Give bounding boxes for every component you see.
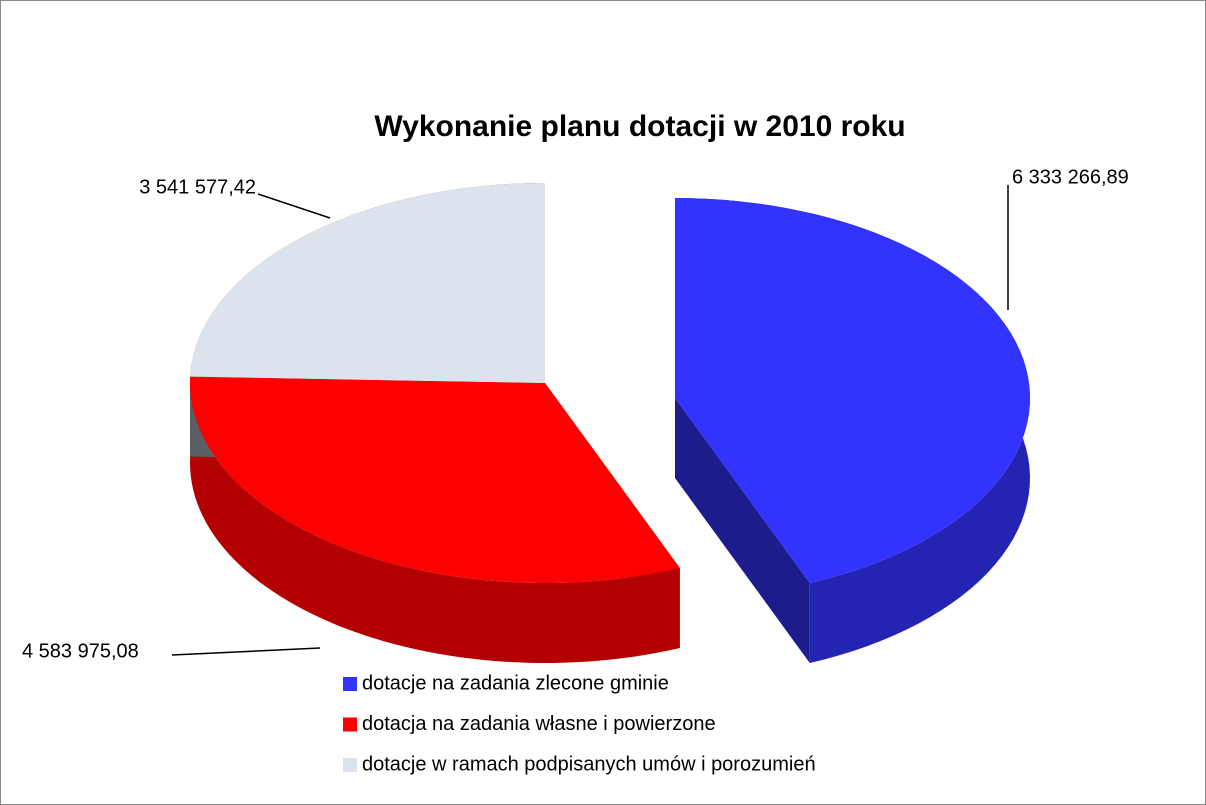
leader-line (171, 647, 321, 656)
data-label: 3 541 577,42 (139, 176, 256, 198)
data-label: 6 333 266,89 (1012, 166, 1129, 188)
legend-label: dotacje w ramach podpisanych umów i poro… (362, 753, 816, 775)
legend: dotacje na zadania zlecone gminie dotacja… (343, 672, 816, 775)
legend-swatch (343, 677, 357, 691)
slice-side (675, 398, 810, 664)
legend-swatch (343, 758, 357, 772)
legend-swatch (343, 717, 357, 732)
slice (675, 198, 1030, 584)
legend-label: dotacja na zadania własne i powierzone (362, 713, 716, 735)
data-label: 4 583 975,08 (22, 640, 139, 662)
leader-line (257, 193, 331, 219)
pie (190, 183, 1030, 664)
slice (190, 376, 680, 583)
slice-wall (190, 376, 680, 663)
chart-title: Wykonanie planu dotacji w 2010 roku (374, 110, 905, 143)
slice (190, 183, 545, 383)
legend-label: dotacje na zadania zlecone gminie (362, 672, 669, 694)
